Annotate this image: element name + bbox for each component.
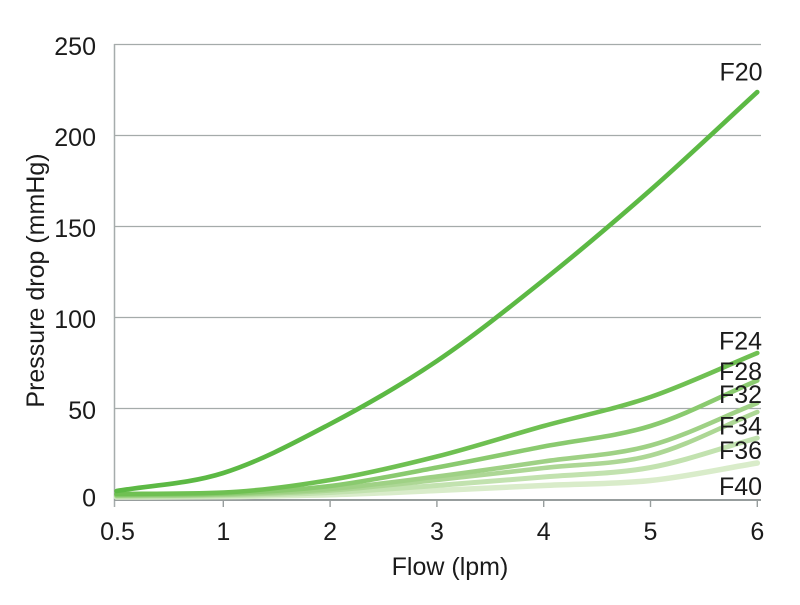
- svg-text:6: 6: [750, 518, 764, 546]
- svg-text:F32: F32: [719, 381, 762, 409]
- svg-text:50: 50: [68, 397, 96, 425]
- svg-text:F40: F40: [719, 473, 762, 501]
- svg-text:0: 0: [82, 485, 96, 513]
- svg-text:F34: F34: [719, 413, 762, 441]
- svg-text:Flow (lpm): Flow (lpm): [392, 553, 509, 581]
- svg-text:1: 1: [216, 518, 230, 546]
- svg-text:F24: F24: [719, 328, 762, 356]
- svg-text:100: 100: [54, 306, 96, 334]
- svg-text:0.5: 0.5: [100, 518, 135, 546]
- svg-text:F28: F28: [719, 358, 762, 386]
- svg-text:150: 150: [54, 215, 96, 243]
- svg-text:2: 2: [323, 518, 337, 546]
- svg-text:F20: F20: [720, 59, 763, 87]
- svg-text:Pressure drop (mmHg): Pressure drop (mmHg): [22, 153, 50, 407]
- svg-text:250: 250: [54, 33, 96, 61]
- svg-text:3: 3: [430, 518, 444, 546]
- svg-text:4: 4: [537, 518, 551, 546]
- svg-text:5: 5: [644, 518, 658, 546]
- svg-text:200: 200: [54, 124, 96, 152]
- svg-text:F36: F36: [719, 437, 762, 465]
